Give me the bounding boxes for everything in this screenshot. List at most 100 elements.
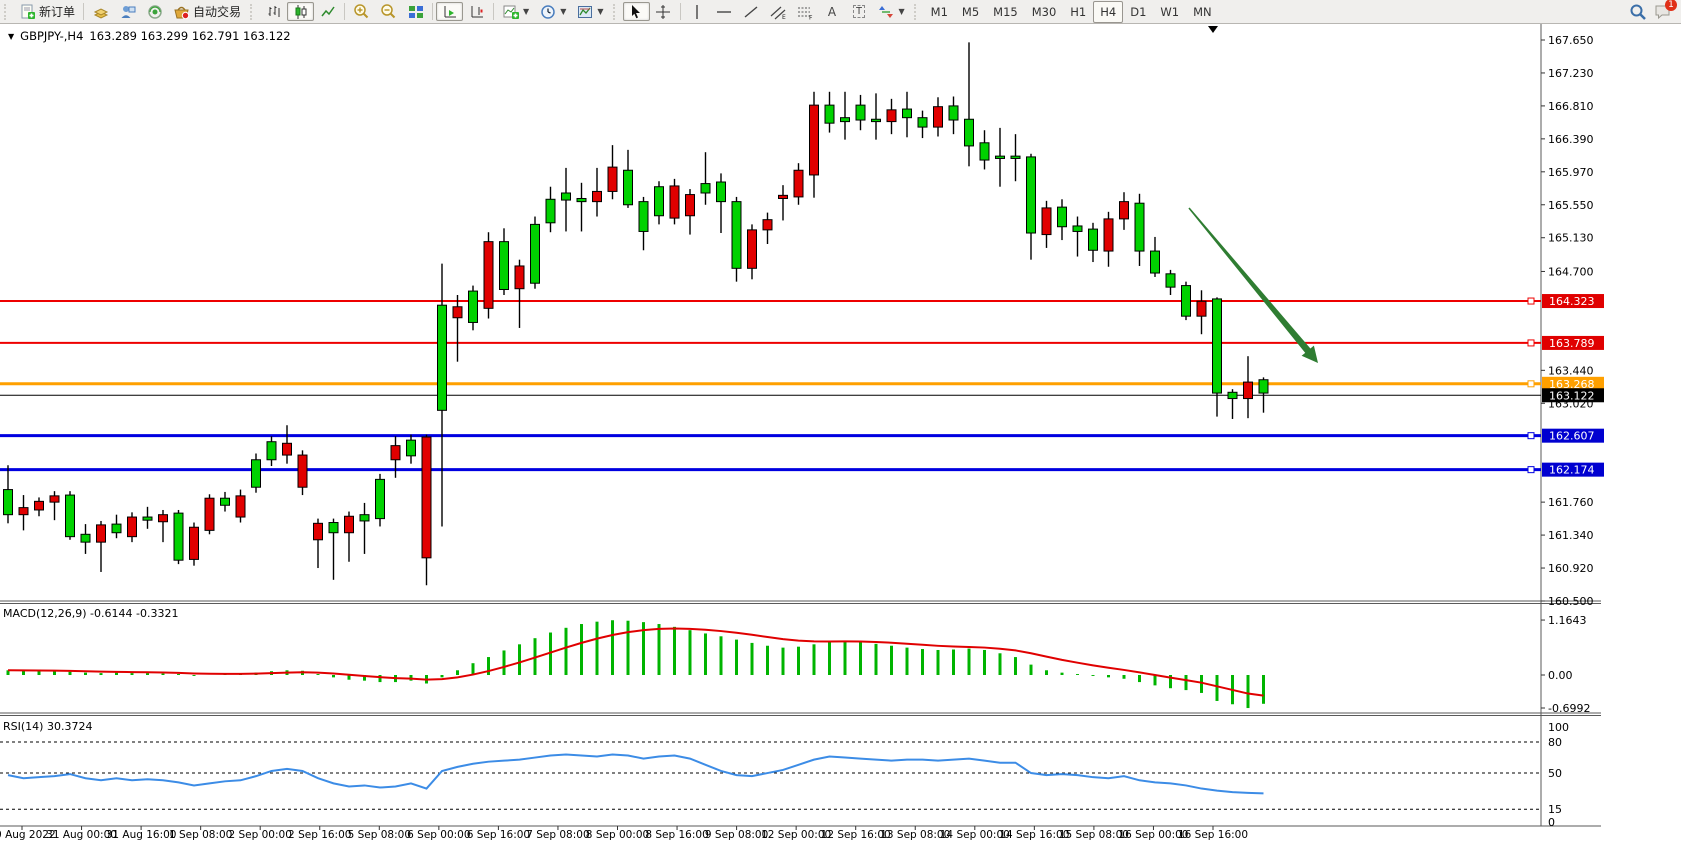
metaeditor-button[interactable]	[114, 2, 141, 21]
price-axis-label: 160.920	[1548, 562, 1594, 575]
price-badge-label: 163.268	[1549, 378, 1595, 391]
time-axis-label: 8 Sep 16:00	[645, 829, 708, 841]
svg-text:F: F	[809, 14, 813, 20]
autotrading-button[interactable]: 自动交易	[168, 2, 246, 21]
chart-shift-button[interactable]	[463, 2, 490, 21]
hline-anchor[interactable]	[1527, 380, 1535, 388]
time-axis-label: 13 Sep 08:00	[880, 829, 950, 841]
chart-shift-marker-icon[interactable]	[1208, 26, 1218, 33]
zoom-in-button[interactable]	[348, 2, 375, 21]
macd-indicator-label: MACD(12,26,9) -0.6144 -0.3321	[3, 607, 179, 620]
timeframe-button-w1[interactable]: W1	[1160, 4, 1180, 19]
auto-scroll-button[interactable]	[436, 2, 464, 21]
candle-body	[1026, 156, 1036, 234]
candle-body	[886, 109, 897, 123]
quote-ohlc-label: 163.289 163.299 162.791 163.122	[89, 29, 291, 43]
trendline-icon	[743, 3, 760, 20]
toolbar-grip[interactable]	[913, 3, 921, 20]
price-badge-label: 163.122	[1549, 389, 1595, 402]
arrows-tool[interactable]: ▼	[873, 2, 910, 21]
crosshair-tool-button[interactable]	[650, 2, 677, 21]
candle-body	[700, 183, 711, 194]
horizontal-line-tool[interactable]	[711, 2, 738, 21]
equidistant-channel-tool[interactable]: E	[765, 2, 792, 21]
candle-body	[452, 306, 463, 319]
tile-windows-icon	[407, 3, 424, 20]
cursor-tool-button[interactable]	[622, 2, 650, 21]
candle-body	[747, 229, 757, 269]
candle-body	[917, 117, 928, 128]
trendline-tool[interactable]	[738, 2, 765, 21]
rsi-indicator-label: RSI(14) 30.3724	[3, 720, 93, 733]
hline-anchor[interactable]	[1527, 432, 1535, 440]
text-label-tool[interactable]: T	[846, 2, 873, 21]
timeframe-button-h4[interactable]: H4	[1093, 0, 1124, 23]
candle-body	[297, 454, 308, 488]
market-watch-button[interactable]	[87, 2, 114, 21]
bar-chart-button[interactable]	[260, 2, 287, 21]
candle-body	[1088, 228, 1098, 251]
toolbar-grip[interactable]	[250, 3, 257, 20]
time-axis-label: 1 Sep 08:00	[169, 829, 232, 841]
timeframe-button-m1[interactable]: M1	[930, 4, 948, 19]
timeframe-button-d1[interactable]: D1	[1130, 4, 1147, 19]
line-chart-button[interactable]	[314, 2, 341, 21]
search-icon[interactable]	[1629, 3, 1646, 20]
candle-body	[716, 181, 726, 203]
candlestick-chart-button[interactable]	[287, 2, 315, 21]
yellow-book-icon	[92, 3, 109, 20]
candle-body	[375, 478, 385, 520]
channel-icon: E	[770, 3, 787, 20]
candle-body	[499, 241, 509, 291]
periods-button[interactable]: ▼	[534, 2, 571, 21]
zoom-out-button[interactable]	[375, 2, 402, 21]
signals-button[interactable]	[141, 2, 168, 21]
trend-arrow[interactable]	[1188, 207, 1318, 364]
chart-area[interactable]: 167.650 167.230 166.810 166.390 165.970 165.5…	[0, 23, 1681, 847]
tile-windows-button[interactable]	[402, 2, 429, 21]
toolbar-grip[interactable]	[612, 3, 620, 20]
time-axis-label: 16 Sep 00:00	[1118, 829, 1188, 841]
candle-body	[65, 494, 75, 538]
indicators-button[interactable]: ▼	[497, 2, 534, 21]
dropdown-arrow-icon: ▼	[597, 7, 604, 16]
hline-anchor[interactable]	[1527, 297, 1535, 305]
candle-body	[344, 515, 354, 534]
hline-anchor[interactable]	[1527, 339, 1535, 347]
chart-menu-triangle-icon[interactable]: ▼	[8, 31, 15, 41]
macd-axis-label: 0.00	[1548, 669, 1573, 682]
candle-body	[266, 441, 277, 461]
text-tool[interactable]: A	[819, 2, 846, 21]
candle-body	[421, 436, 432, 559]
candle-body	[809, 104, 819, 176]
time-axis-label: 5 Sep 08:00	[348, 829, 411, 841]
templates-button[interactable]: ▼	[571, 2, 608, 21]
chart-canvas[interactable]: 167.650 167.230 166.810 166.390 165.970 165.5…	[0, 23, 1681, 847]
candle-body	[933, 106, 943, 128]
fibonacci-tool[interactable]: F	[792, 2, 819, 21]
price-axis-label: 166.810	[1548, 100, 1594, 113]
timeframe-button-m5[interactable]: M5	[961, 4, 980, 19]
candle-body	[607, 166, 618, 192]
time-axis-label: 14 Sep 16:00	[999, 829, 1069, 841]
candle-body	[483, 241, 494, 309]
candle-body	[189, 526, 199, 560]
vertical-line-tool[interactable]	[684, 2, 711, 21]
timeframe-button-mn[interactable]: MN	[1193, 4, 1212, 19]
toolbar-grip[interactable]	[4, 3, 11, 20]
time-axis-label: 6 Sep 16:00	[467, 829, 530, 841]
candle-body	[778, 194, 788, 199]
rsi-axis-label: 0	[1548, 816, 1555, 829]
timeframe-button-h1[interactable]: H1	[1070, 4, 1087, 19]
timeframe-button-m15[interactable]: M15	[993, 4, 1018, 19]
timeframe-button-m30[interactable]: M30	[1031, 4, 1057, 19]
hline-anchor[interactable]	[1527, 466, 1535, 474]
price-badge	[1542, 428, 1604, 443]
candle-body	[204, 497, 215, 531]
zoom-out-icon	[380, 3, 397, 20]
candle-body	[1243, 381, 1253, 400]
new-order-button[interactable]: 新订单	[14, 2, 80, 21]
candle-body	[468, 290, 478, 323]
candle-body	[1010, 155, 1021, 159]
chat-icon[interactable]: 1	[1654, 0, 1677, 20]
